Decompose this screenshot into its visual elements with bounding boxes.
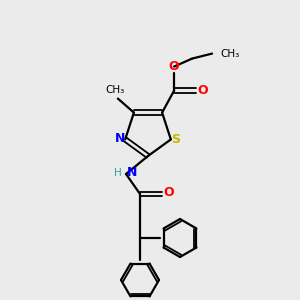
Text: O: O — [169, 60, 179, 73]
Text: O: O — [198, 84, 208, 97]
Text: S: S — [171, 133, 180, 146]
Text: N: N — [115, 132, 125, 145]
Text: CH₃: CH₃ — [220, 49, 239, 58]
Text: CH₃: CH₃ — [105, 85, 124, 94]
Text: N: N — [127, 167, 137, 179]
Text: O: O — [164, 187, 174, 200]
Text: H: H — [114, 168, 122, 178]
